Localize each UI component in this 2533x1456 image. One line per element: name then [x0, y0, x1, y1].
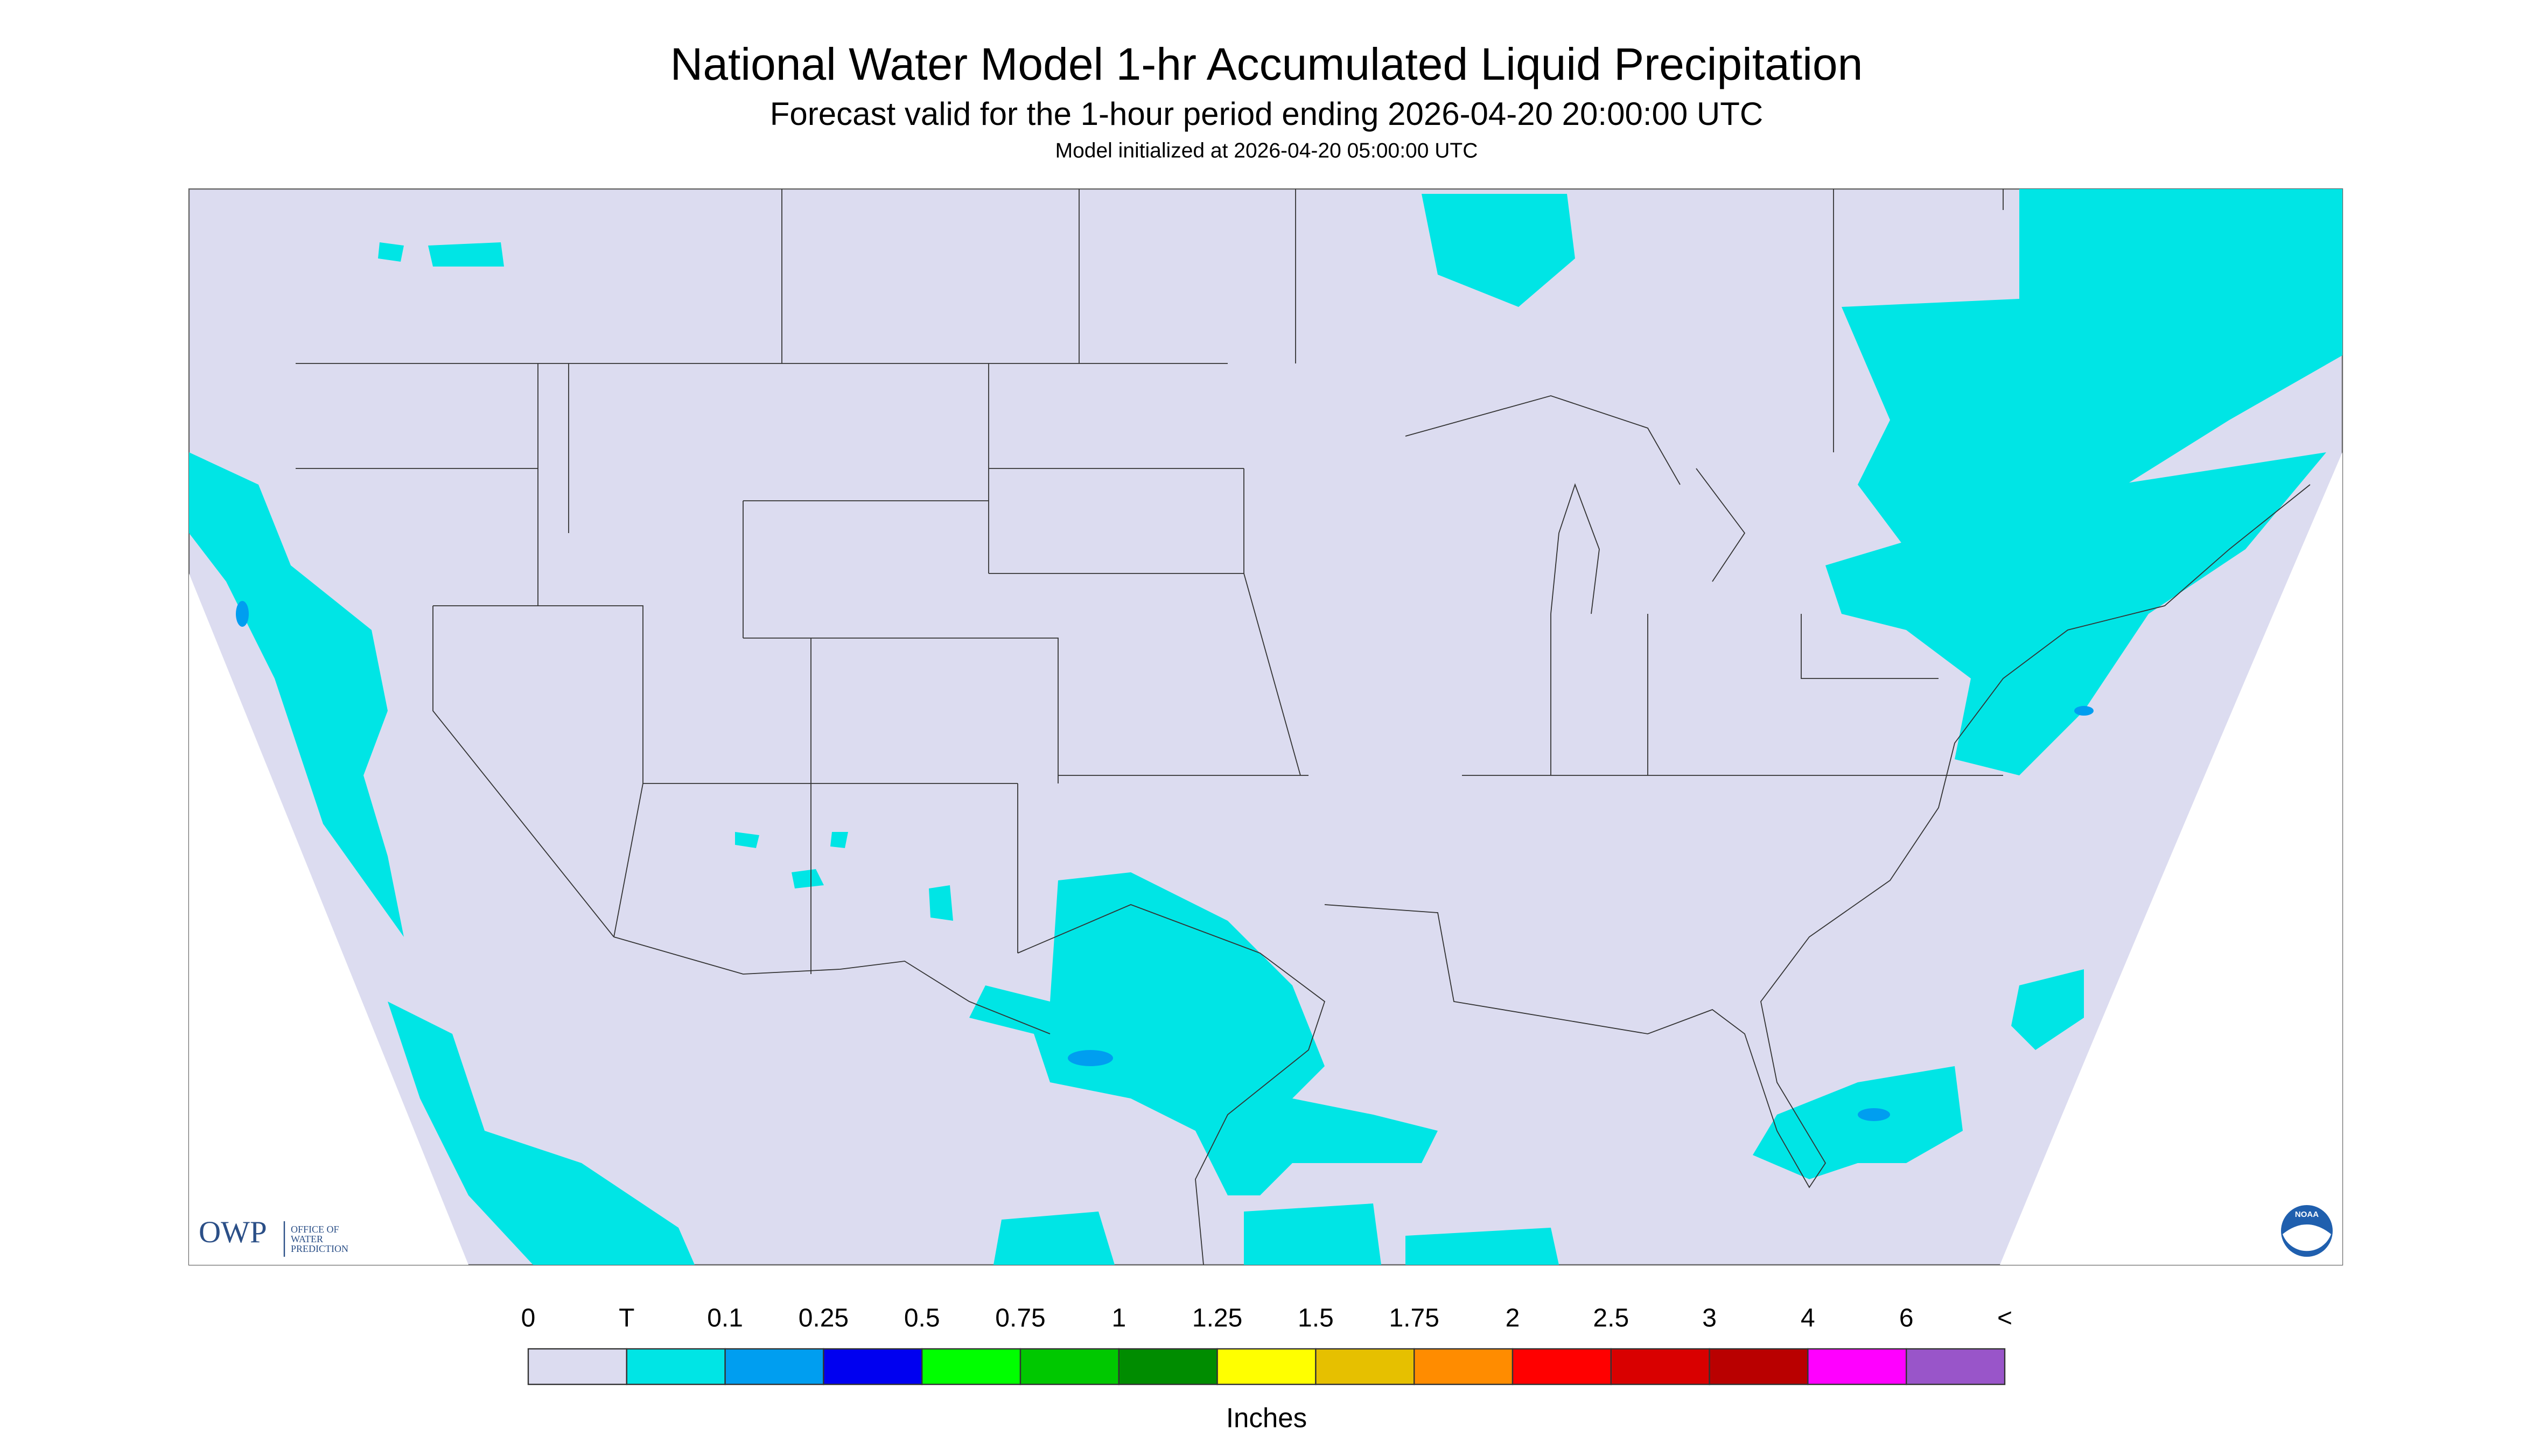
legend-swatch — [1610, 1348, 1710, 1385]
legend-swatch — [527, 1348, 628, 1385]
legend-label: < — [1997, 1304, 2012, 1333]
legend-swatch — [1315, 1348, 1415, 1385]
legend-label: 0.25 — [799, 1304, 849, 1333]
legend-swatch — [1709, 1348, 1809, 1385]
init-time: Model initialized at 2026-04-20 05:00:00… — [1055, 139, 1478, 162]
legend-label: 6 — [1899, 1304, 1914, 1333]
legend-label: 3 — [1702, 1304, 1717, 1333]
legend-label: 0.5 — [904, 1304, 940, 1333]
legend-swatch — [921, 1348, 1021, 1385]
map: OWP OFFICE OF WATER PREDICTION NOAA — [188, 188, 2343, 1266]
precip-areas — [189, 189, 2342, 1265]
legend-swatch — [1807, 1348, 1907, 1385]
legend-unit: Inches — [1226, 1402, 1307, 1433]
owp-logo: OWP OFFICE OF WATER PREDICTION — [199, 1215, 348, 1257]
legend-swatch — [1905, 1348, 2006, 1385]
owp-logo-name: WATER — [291, 1234, 323, 1244]
legend-label: 1 — [1111, 1304, 1126, 1333]
title: National Water Model 1-hr Accumulated Li… — [670, 39, 1863, 89]
legend-swatch — [1019, 1348, 1120, 1385]
legend-label: 0.75 — [995, 1304, 1045, 1333]
legend-label: 0 — [521, 1304, 536, 1333]
legend-label: 1.25 — [1192, 1304, 1242, 1333]
domain-edge — [2000, 452, 2342, 1265]
legend-label: 0.1 — [707, 1304, 743, 1333]
legend-swatch — [626, 1348, 726, 1385]
legend-label: T — [619, 1304, 634, 1333]
owp-logo-name: PREDICTION — [291, 1243, 348, 1254]
noaa-logo-text: NOAA — [2295, 1210, 2319, 1219]
legend-swatch — [724, 1348, 824, 1385]
legend-label: 1.75 — [1389, 1304, 1439, 1333]
legend-label: 2.5 — [1593, 1304, 1629, 1333]
legend-swatch — [1118, 1348, 1218, 1385]
boundaries — [296, 189, 2311, 1265]
legend: 0 T 0.1 0.25 0.5 0.75 1 1.25 1.5 1.75 2 2.5 3 4 6 < — [521, 1304, 2012, 1385]
owp-logo-text: OWP — [199, 1215, 267, 1249]
subtitle: Forecast valid for the 1-hour period end… — [770, 96, 1763, 132]
noaa-logo: NOAA — [2281, 1205, 2333, 1257]
domain-edge — [189, 573, 468, 1265]
legend-swatch — [1512, 1348, 1612, 1385]
legend-swatch — [1216, 1348, 1317, 1385]
legend-label: 1.5 — [1298, 1304, 1334, 1333]
owp-logo-name: OFFICE OF — [291, 1224, 339, 1235]
legend-swatch — [1414, 1348, 1514, 1385]
legend-swatch — [823, 1348, 923, 1385]
legend-label: 4 — [1801, 1304, 1815, 1333]
legend-label: 2 — [1506, 1304, 1520, 1333]
